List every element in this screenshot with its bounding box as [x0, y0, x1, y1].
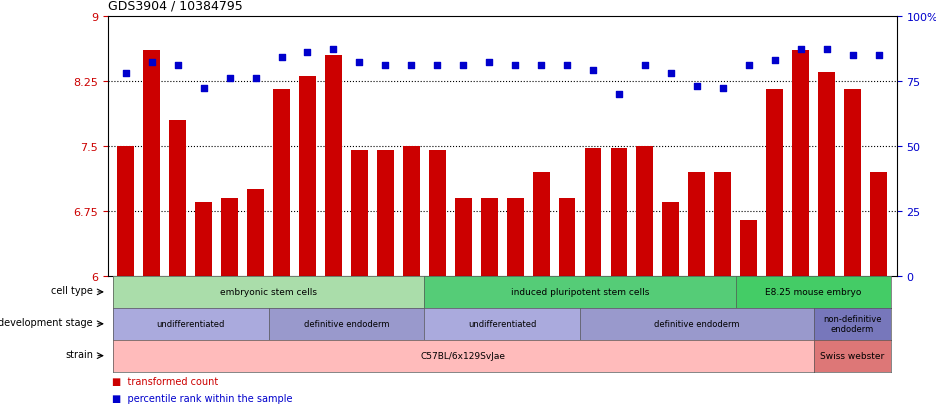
Point: [560, 63, 575, 69]
Bar: [792, 51, 809, 276]
Text: GDS3904 / 10384795: GDS3904 / 10384795: [108, 0, 242, 12]
Text: Swiss webster: Swiss webster: [821, 351, 885, 360]
Bar: [688, 172, 705, 276]
Point: [768, 57, 782, 64]
Bar: [429, 151, 446, 276]
Point: [507, 63, 522, 69]
Bar: [870, 172, 887, 276]
Bar: [636, 147, 653, 276]
Text: undifferentiated: undifferentiated: [468, 320, 536, 328]
Bar: [402, 147, 419, 276]
Bar: [714, 172, 731, 276]
Point: [793, 47, 808, 54]
Bar: [506, 198, 523, 276]
Point: [378, 63, 393, 69]
Point: [611, 91, 626, 98]
Bar: [169, 121, 186, 276]
Point: [170, 63, 185, 69]
Point: [741, 63, 756, 69]
Bar: [143, 51, 160, 276]
Bar: [610, 149, 627, 276]
Text: C57BL/6x129SvJae: C57BL/6x129SvJae: [420, 351, 505, 360]
Bar: [117, 147, 134, 276]
Bar: [767, 90, 783, 276]
Bar: [300, 77, 316, 276]
Point: [715, 86, 730, 93]
Bar: [585, 149, 602, 276]
Bar: [377, 151, 394, 276]
Point: [300, 50, 315, 56]
Point: [586, 68, 601, 74]
Point: [326, 47, 341, 54]
Point: [871, 52, 886, 59]
Point: [689, 83, 704, 90]
Text: definitive endoderm: definitive endoderm: [654, 320, 739, 328]
Point: [482, 60, 497, 66]
Bar: [325, 55, 342, 276]
Text: cell type: cell type: [51, 286, 93, 296]
Bar: [196, 203, 212, 276]
Bar: [663, 203, 680, 276]
Point: [845, 52, 860, 59]
Point: [534, 63, 548, 69]
Point: [118, 70, 133, 77]
Point: [197, 86, 212, 93]
Text: E8.25 mouse embryo: E8.25 mouse embryo: [766, 288, 862, 297]
Text: definitive endoderm: definitive endoderm: [303, 320, 389, 328]
Point: [144, 60, 159, 66]
Bar: [455, 198, 472, 276]
Text: strain: strain: [66, 349, 93, 359]
Bar: [559, 198, 576, 276]
Point: [456, 63, 471, 69]
Point: [274, 55, 289, 62]
Bar: [351, 151, 368, 276]
Text: undifferentiated: undifferentiated: [156, 320, 225, 328]
Bar: [247, 190, 264, 276]
Text: non-definitive
endoderm: non-definitive endoderm: [824, 314, 882, 334]
Point: [222, 76, 237, 82]
Point: [664, 70, 679, 77]
Bar: [221, 198, 238, 276]
Point: [403, 63, 418, 69]
Text: ■  transformed count: ■ transformed count: [112, 376, 219, 386]
Bar: [844, 90, 861, 276]
Text: embryonic stem cells: embryonic stem cells: [220, 288, 317, 297]
Point: [352, 60, 367, 66]
Bar: [273, 90, 290, 276]
Text: induced pluripotent stem cells: induced pluripotent stem cells: [511, 288, 650, 297]
Point: [819, 47, 834, 54]
Text: development stage: development stage: [0, 318, 93, 328]
Bar: [533, 172, 549, 276]
Text: ■  percentile rank within the sample: ■ percentile rank within the sample: [112, 393, 293, 403]
Point: [637, 63, 652, 69]
Bar: [481, 198, 498, 276]
Point: [248, 76, 263, 82]
Bar: [740, 220, 757, 276]
Bar: [818, 73, 835, 276]
Point: [430, 63, 445, 69]
